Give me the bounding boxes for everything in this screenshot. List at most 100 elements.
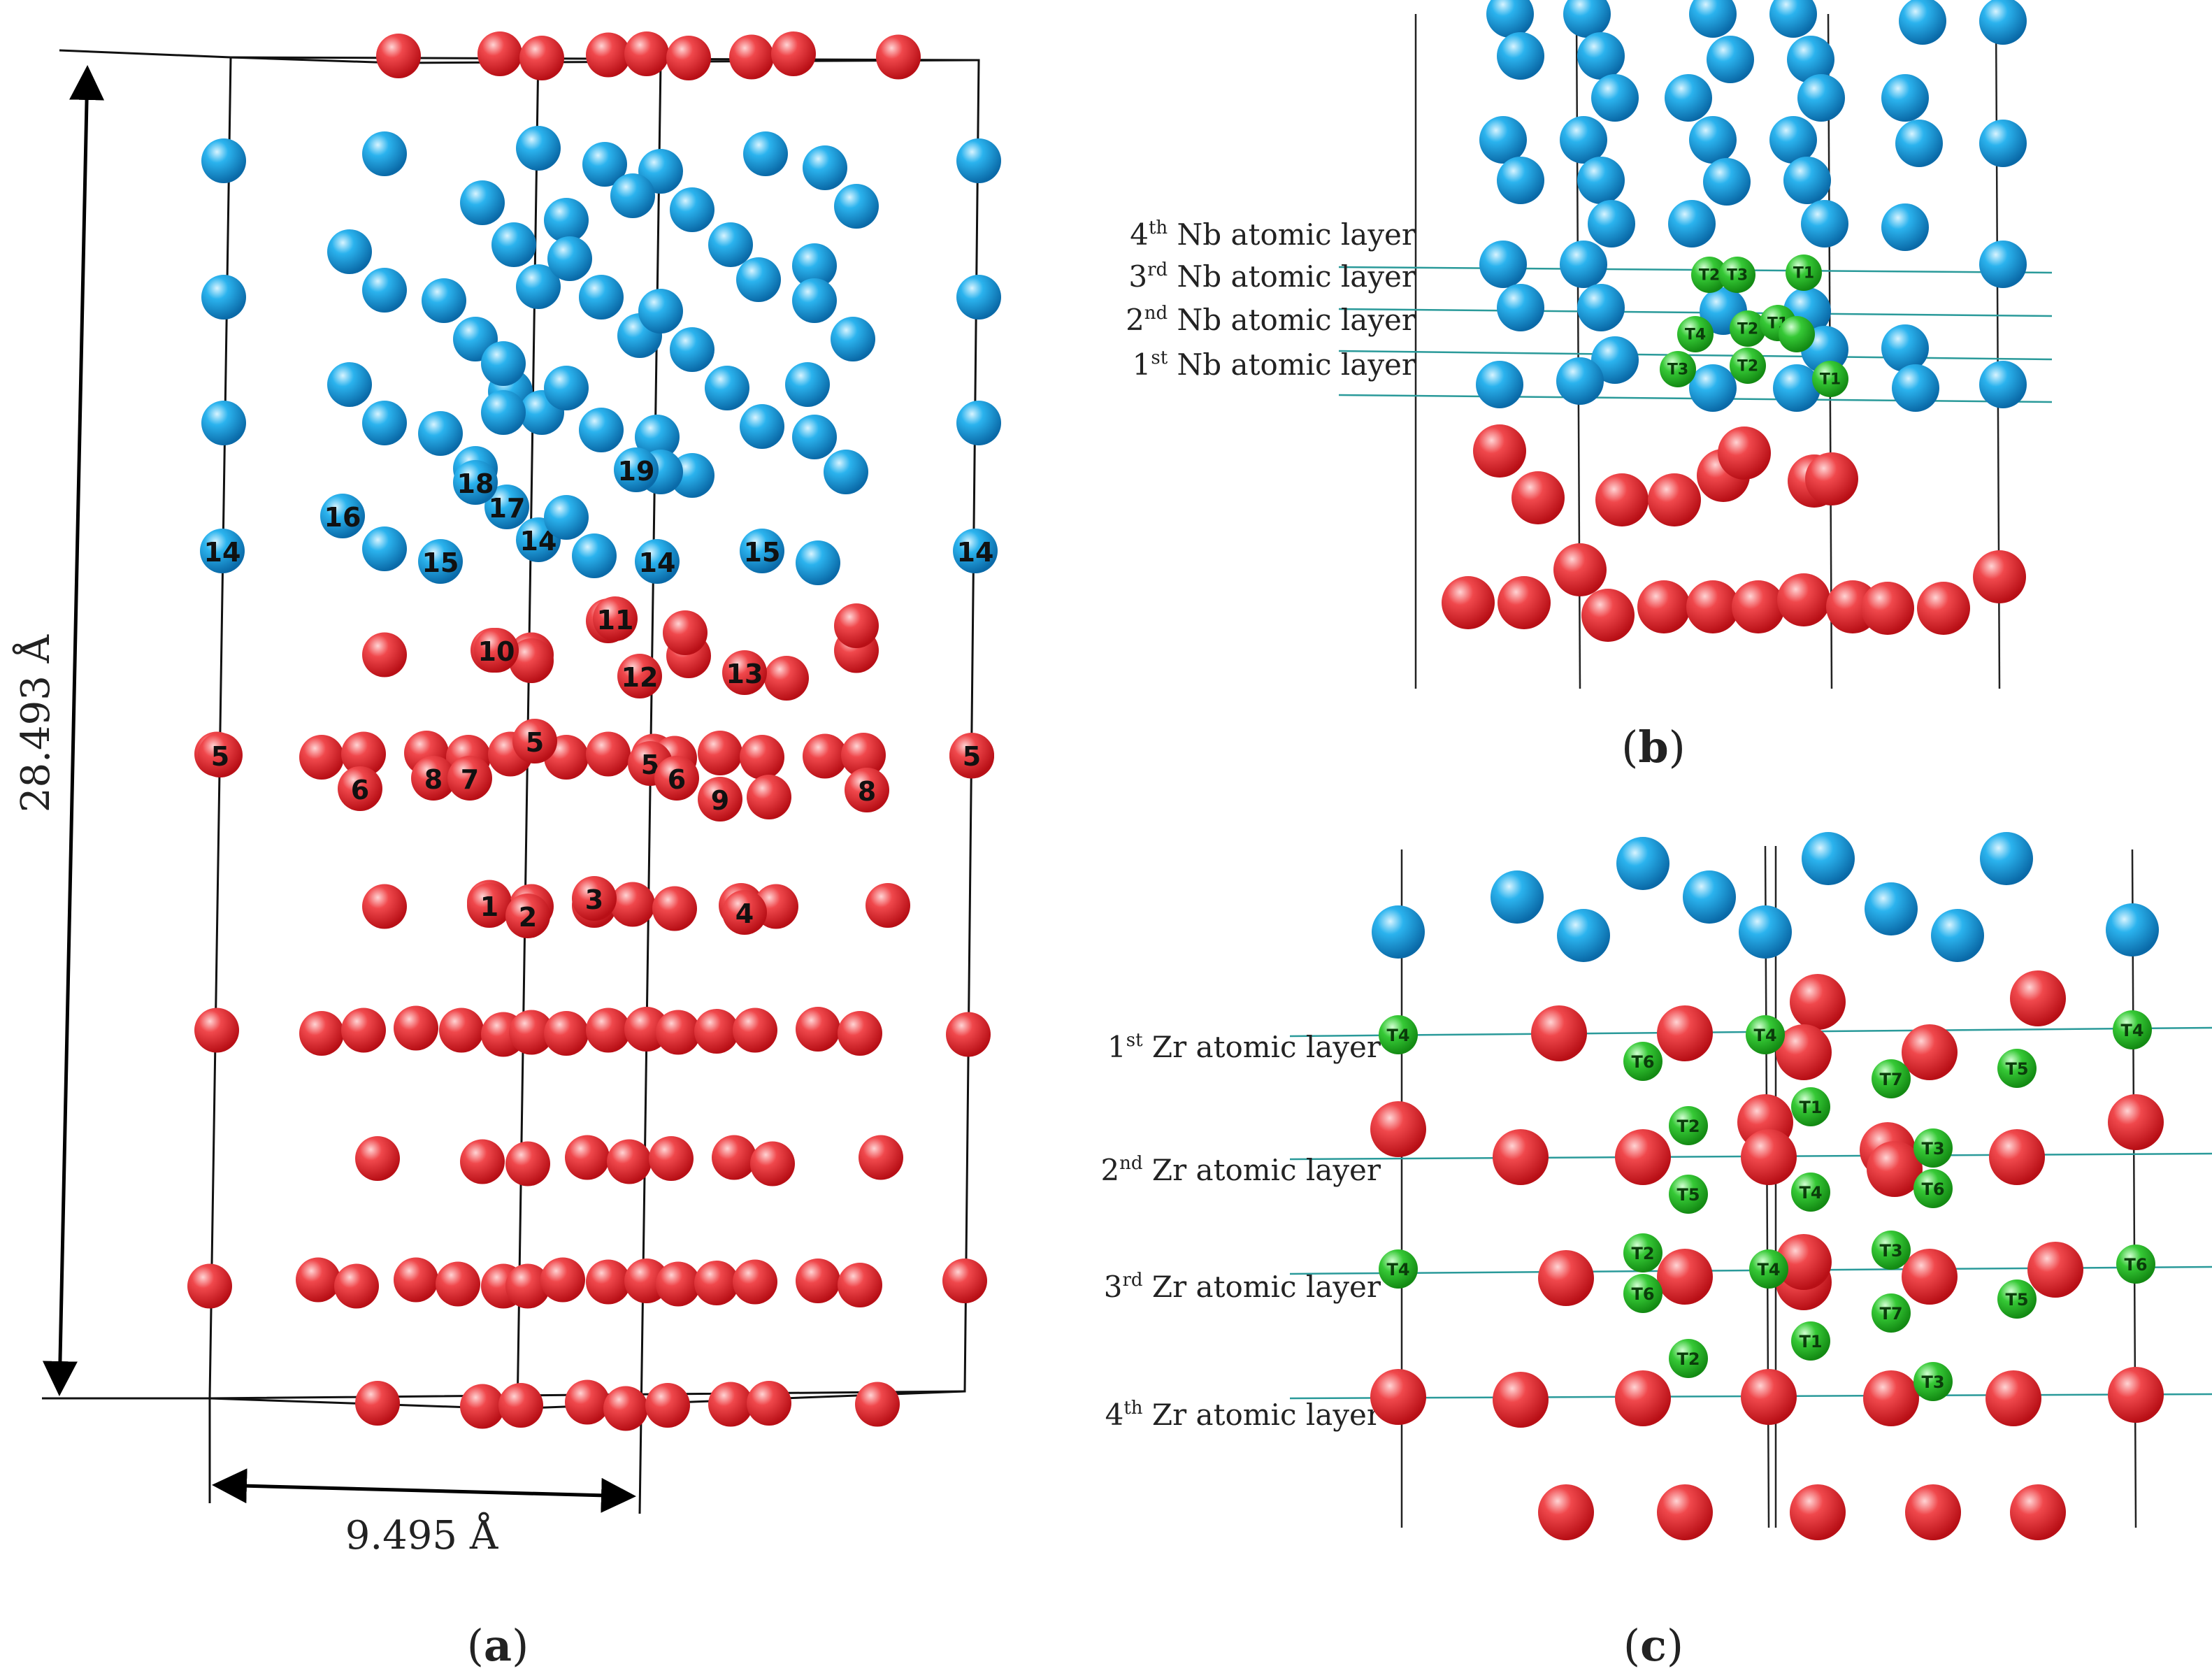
zr-atom: [698, 731, 742, 775]
site-label: T4: [1386, 1260, 1409, 1279]
atom-number-label: 14: [639, 547, 676, 578]
nb-atom: [705, 366, 749, 410]
nb-atom: [610, 173, 655, 218]
zr-atom: [656, 1261, 701, 1307]
zr-atom: [1861, 582, 1914, 635]
zr-atom-numbered: [505, 894, 550, 938]
nb-atom: [1769, 0, 1817, 38]
nb-atom: [1980, 832, 2033, 885]
nb-atom: [201, 275, 246, 320]
zr-atom: [729, 34, 774, 80]
site-label: T2: [1631, 1244, 1654, 1263]
zr-atom: [1473, 424, 1526, 478]
zr-atom: [708, 1382, 753, 1427]
zr-atom: [1657, 1249, 1713, 1305]
nb-atom: [1591, 336, 1639, 384]
nb-atom: [481, 390, 526, 435]
zr-atom: [610, 882, 655, 927]
zr-atom: [540, 1257, 585, 1303]
zr-atom: [1867, 1141, 1923, 1197]
site-label: T4: [1799, 1183, 1822, 1203]
nb-atom: [1683, 870, 1736, 924]
nb-atom-numbered: [614, 447, 659, 492]
nb-atom: [1577, 284, 1625, 331]
zr-atom: [796, 1258, 840, 1303]
zr-atom: [586, 32, 631, 78]
site-label: T4: [1757, 1260, 1780, 1279]
interstitial-site: [1623, 1042, 1662, 1081]
nb-atom: [1801, 200, 1848, 248]
nb-atom: [327, 362, 372, 407]
nb-atom: [1773, 364, 1820, 412]
nb-atom: [1497, 284, 1544, 331]
zr-atom: [1648, 473, 1701, 526]
zr-atom: [649, 1136, 694, 1181]
zr-atom: [565, 1135, 610, 1180]
interstitial-site: [1730, 347, 1766, 384]
zr-atom: [1805, 452, 1858, 505]
nb-atom: [1689, 364, 1737, 412]
nb-atom: [1560, 116, 1607, 164]
nb-atom: [1979, 241, 2027, 288]
zr-atom: [1657, 1005, 1713, 1061]
interstitial-site: [1997, 1279, 2037, 1319]
zr-atom: [841, 733, 886, 777]
zr-atom: [498, 1383, 543, 1428]
nb-atom: [956, 401, 1001, 445]
zr-atom: [712, 1135, 756, 1180]
zr-atom: [544, 1011, 589, 1056]
atom-number-label: 12: [622, 662, 659, 693]
atom-number-label: 11: [597, 605, 634, 636]
zr-atom: [866, 883, 910, 928]
site-label: T6: [1631, 1052, 1654, 1072]
nb-atom: [1739, 905, 1792, 959]
zr-atom: [477, 31, 522, 76]
nb-atom: [785, 362, 830, 407]
zr-atom: [436, 1261, 480, 1307]
zr-atom: [1686, 580, 1739, 633]
interstitial-site: [1913, 1362, 1953, 1401]
atom-number-label: 14: [204, 537, 241, 568]
zr-layer-label: 3rd Zr atomic layer: [1104, 1270, 1381, 1304]
atom-number-label: 13: [726, 659, 763, 689]
nb-atom: [1665, 74, 1712, 122]
zr-atom: [394, 1257, 438, 1303]
zr-atom: [747, 1381, 791, 1426]
zr-atom: [1370, 1369, 1426, 1425]
zr-atom: [1989, 1129, 2045, 1185]
interstitial-site: [2113, 1010, 2152, 1049]
nb-atom: [1783, 157, 1831, 204]
nb-atom: [736, 257, 781, 302]
zr-atom: [1493, 1372, 1549, 1428]
zr-atom: [460, 1384, 505, 1429]
zr-atom: [750, 1141, 795, 1186]
nb-atom: [670, 187, 714, 232]
nb-atom: [743, 131, 788, 176]
atom-number-label: 17: [489, 493, 526, 524]
zr-atom: [1657, 1484, 1713, 1540]
interstitial-site: [1791, 1087, 1830, 1126]
zr-atom: [1511, 471, 1565, 524]
zr-atom: [1493, 1129, 1549, 1185]
nb-atom: [1497, 32, 1544, 80]
zr-atom: [394, 1005, 438, 1051]
nb-layer-label: 2nd Nb atomic layer: [1126, 303, 1416, 337]
height-dimension-label: 28.493 Å: [12, 634, 59, 812]
zr-atom: [299, 1011, 344, 1056]
zr-atom: [355, 1381, 400, 1426]
zr-atom: [362, 884, 407, 929]
nb-atom: [1577, 32, 1625, 80]
zr-atom: [1776, 1024, 1832, 1080]
site-label: T7: [1879, 1070, 1902, 1089]
nb-atom: [422, 278, 466, 323]
nb-layer-label: 3rd Nb atomic layer: [1128, 259, 1416, 294]
atom-number-label: 8: [858, 776, 876, 807]
nb-atom: [516, 264, 561, 309]
interstitial-site: [1913, 1169, 1953, 1208]
nb-atom-numbered: [484, 485, 529, 529]
zr-atom: [1538, 1484, 1594, 1540]
site-label: T6: [2124, 1255, 2147, 1275]
site-label: T3: [1921, 1372, 1944, 1392]
zr-atom: [1917, 582, 1970, 635]
zr-atom: [1973, 550, 2026, 603]
